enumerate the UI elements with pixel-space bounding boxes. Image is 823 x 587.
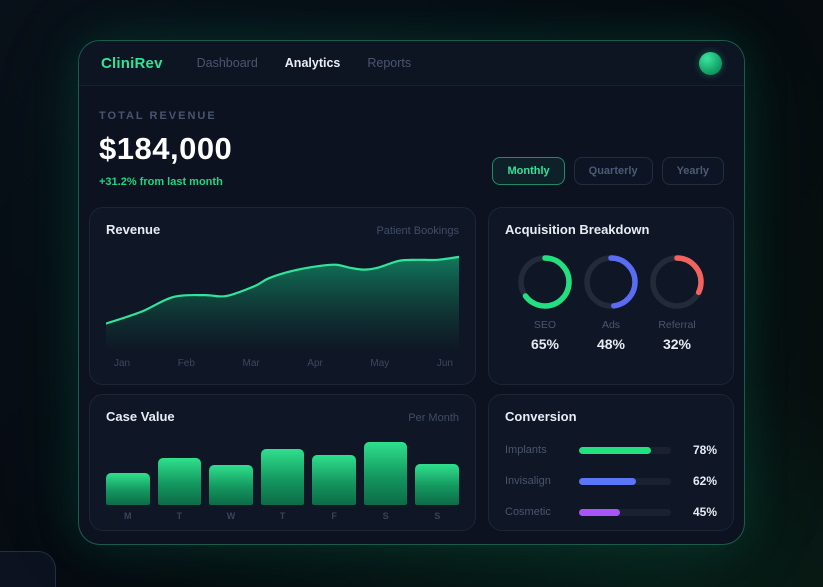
conversion-progress-fill (579, 446, 651, 454)
conversion-progress-fill (579, 508, 621, 516)
conversion-label: Cosmetic (505, 506, 551, 518)
bar[interactable] (363, 441, 408, 505)
bar[interactable] (157, 458, 202, 505)
revenue-card-subtitle: Patient Bookings (376, 225, 459, 237)
bar-day-label: T (279, 511, 286, 521)
donut-percentage: 48% (596, 336, 626, 352)
case-value-card-subtitle: Per Month (408, 412, 459, 424)
conversion-card-title: Conversion (505, 409, 577, 424)
x-tick-may: May (370, 358, 390, 369)
conversion-percentage: 62% (692, 474, 717, 488)
bar[interactable] (415, 463, 460, 505)
x-tick-jan: Jan (114, 358, 131, 369)
revenue-summary-text: TOTAL REVENUE $184,000 +31.2% from last … (99, 110, 232, 188)
nav-item-analytics[interactable]: Analytics (284, 56, 341, 70)
nav-item-reports[interactable]: Reports (367, 56, 412, 70)
period-button-yearly[interactable]: Yearly (661, 157, 724, 185)
conversion-percentage: 45% (692, 505, 717, 519)
case-value-card: Case Value Per Month M T W T F S S (89, 394, 476, 531)
period-button-monthly[interactable]: Monthly (492, 157, 565, 185)
bar-day-label: F (331, 511, 337, 521)
donut-referral: Referral 32% (645, 254, 709, 352)
bar-day-label: S (382, 511, 389, 521)
bar-column: T (157, 437, 202, 521)
conversion-percentage: 78% (692, 443, 717, 457)
user-avatar[interactable] (699, 51, 722, 75)
donut-percentage: 32% (662, 336, 692, 352)
revenue-delta: +31.2% from last month (99, 176, 223, 188)
conversion-progress-track (579, 477, 671, 485)
bar-column: W (209, 437, 253, 521)
x-tick-jun: Jun (436, 358, 453, 369)
conversion-label: Implants (505, 444, 547, 456)
period-button-quarterly[interactable]: Quarterly (573, 157, 653, 185)
bar[interactable] (106, 473, 150, 505)
conversion-label: Invisalign (505, 475, 551, 487)
donut-label: Ads (601, 319, 621, 331)
bar-column: M (106, 437, 150, 521)
bar-column: S (363, 437, 408, 521)
x-tick-apr: Apr (307, 358, 323, 369)
conversion-progress-track (579, 508, 671, 516)
donut-label: SEO (533, 319, 557, 331)
case-value-card-title: Case Value (106, 409, 175, 424)
donut-ads: Ads 48% (579, 254, 643, 352)
total-revenue-value: $184,000 (99, 131, 233, 166)
bar-day-label: W (226, 511, 236, 521)
revenue-card: Revenue Patient Bookings (89, 207, 476, 385)
conversion-row-implants: Implants 78% (505, 443, 717, 457)
donut-percentage: 65% (530, 336, 560, 352)
revenue-card-title: Revenue (106, 222, 161, 237)
conversion-row-cosmetic: Cosmetic 45% (505, 505, 717, 519)
app-window: CliniRev Dashboard Analytics Reports TOTAL… (78, 40, 745, 545)
bar-column: F (312, 437, 356, 521)
x-tick-mar: Mar (242, 358, 260, 369)
conversion-rows: Implants 78% Invisalign 62% Cosmetic 45% (505, 443, 717, 519)
main-nav: Dashboard Analytics Reports (197, 56, 699, 70)
app-header: CliniRev Dashboard Analytics Reports (79, 41, 744, 86)
conversion-card: Conversion Implants 78% Invisalign 62% Cosme… (488, 394, 734, 531)
bar[interactable] (209, 464, 253, 505)
conversion-row-invisalign: Invisalign 62% (505, 474, 717, 488)
total-revenue-label: TOTAL REVENUE (99, 110, 217, 122)
bar-day-label: S (434, 511, 441, 521)
conversion-progress-fill (579, 477, 637, 485)
revenue-summary: TOTAL REVENUE $184,000 +31.2% from last … (99, 110, 724, 188)
acquisition-card: Acquisition Breakdown SEO 65% Ads 48% Referr… (488, 207, 734, 385)
bar-column: S (415, 437, 460, 521)
donut-label: Referral (658, 319, 696, 331)
period-toggle-group: Monthly Quarterly Yearly (492, 157, 724, 185)
conversion-progress-track (579, 446, 671, 454)
bar[interactable] (312, 455, 356, 505)
bar[interactable] (260, 448, 305, 505)
bar-day-label: T (176, 511, 183, 521)
acquisition-donuts: SEO 65% Ads 48% Referral 32% (505, 254, 717, 352)
revenue-area-chart (106, 251, 459, 349)
nav-item-dashboard[interactable]: Dashboard (196, 56, 258, 70)
donut-seo: SEO 65% (513, 254, 577, 352)
x-tick-feb: Feb (177, 358, 195, 369)
bar-day-label: M (124, 511, 132, 521)
bar-column: T (260, 437, 305, 521)
cards-grid: Revenue Patient Bookings (89, 207, 734, 531)
app-logo: CliniRev (101, 54, 163, 72)
acquisition-card-title: Acquisition Breakdown (505, 222, 650, 237)
background-card-corner (0, 551, 56, 587)
revenue-x-axis-labels: Jan Feb Mar Apr May Jun (106, 358, 459, 369)
